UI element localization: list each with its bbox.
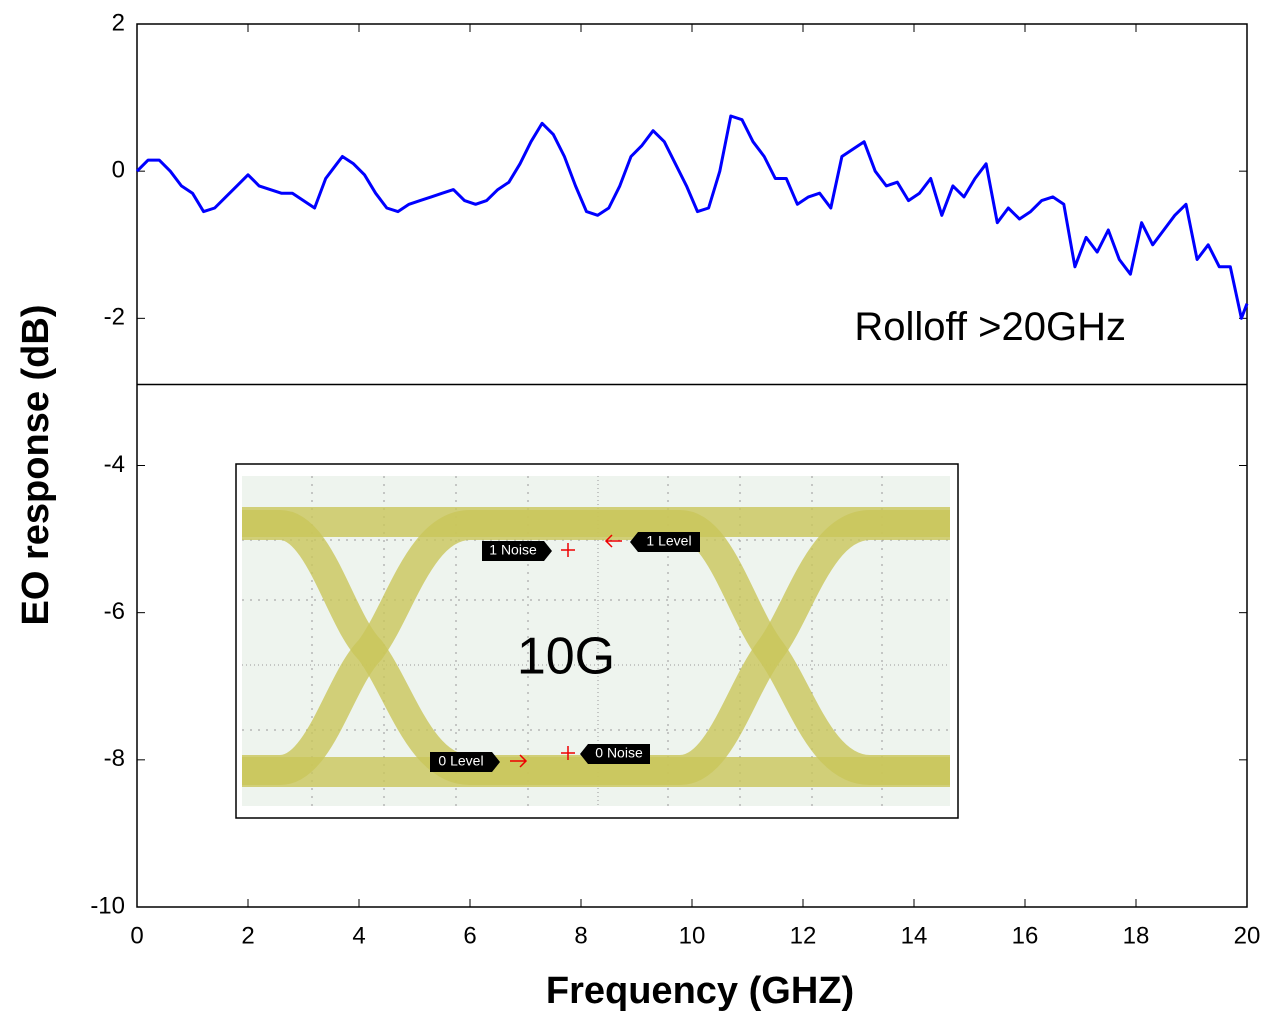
y-tick-label: -6 xyxy=(104,598,125,625)
chart: Frequency (GHZ) EO response (dB) 10G 1 N… xyxy=(0,0,1268,1017)
x-tick-label: 4 xyxy=(352,922,365,949)
x-tick-label: 18 xyxy=(1123,922,1150,949)
x-tick-label: 14 xyxy=(901,922,928,949)
x-tick-label: 8 xyxy=(574,922,587,949)
x-axis-label: Frequency (GHZ) xyxy=(546,970,854,1012)
y-tick-label: -4 xyxy=(104,451,125,478)
data-line xyxy=(137,116,1247,318)
x-tick-label: 16 xyxy=(1012,922,1039,949)
annotation: Rolloff >20GHz xyxy=(854,305,1126,349)
y-tick-label: -8 xyxy=(104,745,125,772)
tag-label: 0 Level xyxy=(438,753,483,769)
inset-title: 10G xyxy=(517,628,615,686)
tag-label: 0 Noise xyxy=(595,745,643,761)
tag-label: 1 Level xyxy=(646,533,691,549)
x-tick-label: 10 xyxy=(679,922,706,949)
x-tick-label: 20 xyxy=(1234,922,1261,949)
tag-label: 1 Noise xyxy=(489,542,537,558)
x-tick-label: 0 xyxy=(130,922,143,949)
x-tick-label: 12 xyxy=(790,922,817,949)
x-tick-label: 2 xyxy=(241,922,254,949)
y-tick-label: -2 xyxy=(104,304,125,331)
y-axis-label: EO response (dB) xyxy=(15,305,57,626)
y-tick-label: 2 xyxy=(112,9,125,36)
y-tick-label: -10 xyxy=(90,892,125,919)
x-tick-label: 6 xyxy=(463,922,476,949)
y-tick-label: 0 xyxy=(112,157,125,184)
inset: 10G 1 Noise 1 Level 0 Level 0 Noise xyxy=(236,464,958,818)
